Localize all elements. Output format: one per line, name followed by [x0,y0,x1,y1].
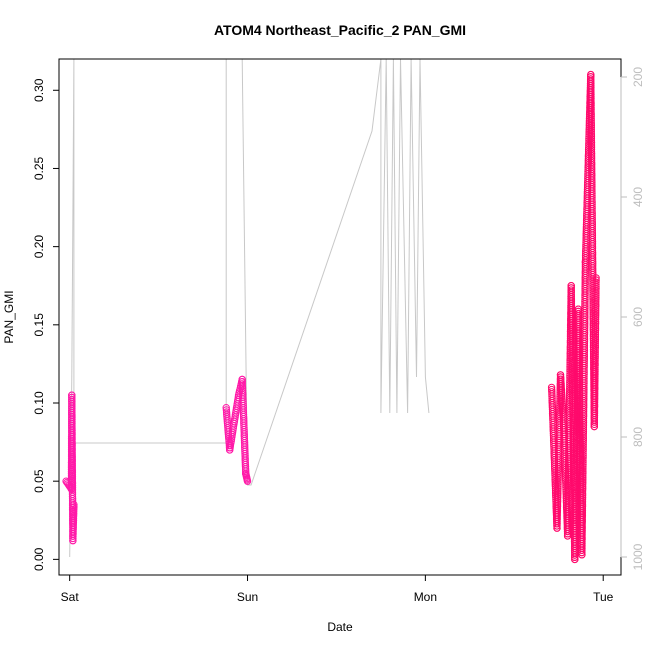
x-tick-label: Sat [61,590,80,604]
x-axis: Sat Sun Mon Tue [61,574,614,604]
y-tick-label: 0.00 [32,547,46,571]
y-axis: 0.00 0.05 0.10 0.15 0.20 0.25 0.30 [32,78,60,571]
y2-tick-label: 400 [631,187,645,207]
data-point [592,276,600,284]
x-tick-label: Tue [593,590,614,604]
y-tick-label: 0.05 [32,469,46,493]
x-axis-label: Date [327,620,353,634]
data-point [70,500,78,509]
data-point [592,274,600,282]
pressure-line-layer [69,58,430,558]
y-tick-label: 0.10 [32,391,46,415]
y2-axis: 200 400 600 800 1000 [620,67,645,570]
y2-tick-label: 800 [631,427,645,447]
y-axis-label: PAN_GMI [2,290,16,343]
x-tick-label: Sun [237,590,258,604]
chart-title: ATOM4 Northeast_Pacific_2 PAN_GMI [214,22,466,38]
y-tick-label: 0.15 [32,313,46,337]
pressure-line [69,58,430,558]
y2-tick-label: 200 [631,67,645,87]
data-point [70,503,78,511]
y2-tick-label: 600 [631,307,645,327]
y2-tick-label: 1000 [631,543,645,570]
series-sat [62,391,78,545]
y-tick-label: 0.30 [32,78,46,102]
plot-frame [58,58,622,576]
data-point [241,465,250,473]
data-point [66,484,75,492]
points-layer [62,70,600,564]
data-point [592,278,600,286]
y-tick-label: 0.20 [32,235,46,259]
series-sun [222,375,252,485]
data-point [243,477,252,485]
y-tick-label: 0.25 [32,156,46,180]
x-tick-label: Mon [414,590,437,604]
data-point [70,505,78,513]
series-tue [547,70,600,564]
